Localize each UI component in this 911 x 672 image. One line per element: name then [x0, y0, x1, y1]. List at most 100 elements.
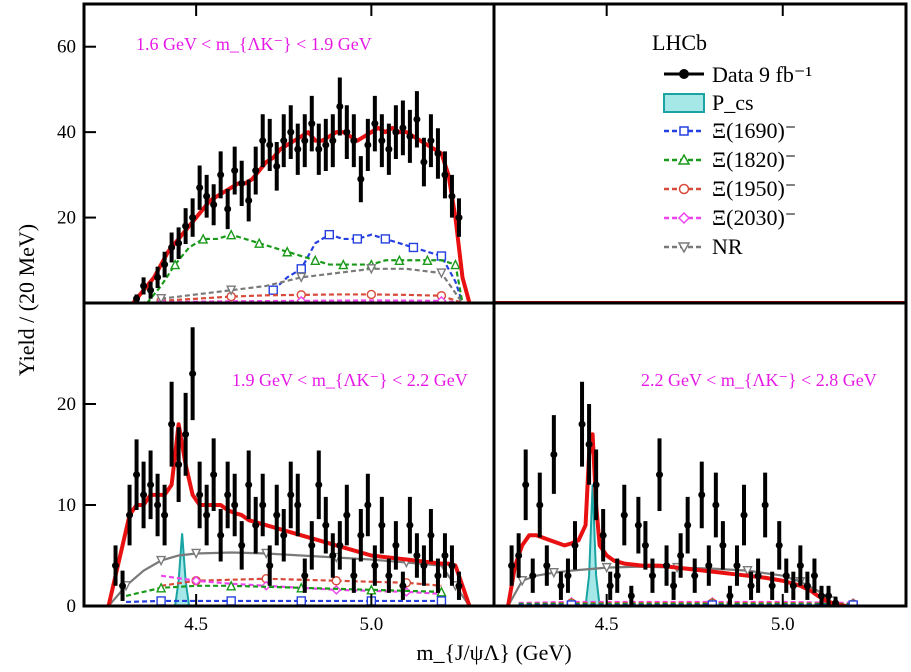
- data-point: [189, 214, 197, 222]
- 2030-marker: [191, 575, 202, 586]
- 1820-marker: [450, 258, 461, 270]
- data-point: [182, 430, 190, 438]
- data-point: [175, 461, 183, 469]
- data-point: [154, 273, 162, 281]
- data-point: [378, 521, 386, 529]
- 1690-marker: [436, 251, 447, 261]
- y-tick-label-bottom-left-2: 20: [57, 394, 76, 415]
- legend-label-xi1820: Ξ(1820)⁻: [712, 147, 796, 172]
- range-label-bottom-left: 1.9 GeV < m_{ΛK⁻} < 2.2 GeV: [232, 370, 468, 390]
- 1690-marker: [436, 596, 447, 606]
- range-label-top-left: 1.6 GeV < m_{ΛK⁻} < 1.9 GeV: [136, 34, 372, 54]
- legend: LHCb Data 9 fb⁻¹ P_cs Ξ(1690)⁻ Ξ(1820)⁻ …: [652, 30, 812, 259]
- 1690-marker: [156, 596, 166, 606]
- data-point: [336, 103, 344, 111]
- y-tick-label-top-left-0: 20: [57, 208, 76, 229]
- 1690-marker: [380, 234, 391, 244]
- 1950-marker: [366, 289, 377, 300]
- data-point: [119, 582, 127, 590]
- data-point: [252, 521, 260, 529]
- data-point: [259, 501, 267, 509]
- data-point: [147, 286, 155, 294]
- 1820-marker: [282, 246, 293, 257]
- data-point: [140, 491, 148, 499]
- data-point: [336, 541, 344, 549]
- y-tick-label-top-left-2: 60: [57, 37, 76, 58]
- data-point: [663, 562, 671, 570]
- nr-marker: [601, 562, 612, 574]
- data-point: [161, 261, 169, 269]
- data-point: [578, 420, 586, 428]
- data-point: [385, 145, 393, 153]
- data-point: [217, 531, 225, 539]
- x-tick-label-3-1: 5.0: [771, 614, 795, 635]
- data-point: [508, 562, 516, 570]
- data-point: [641, 541, 649, 549]
- data-point: [796, 562, 804, 570]
- 1950-curve-top-left: [161, 293, 463, 303]
- data-point: [434, 150, 442, 157]
- panels-layer: [106, 77, 906, 606]
- panel-frames: [82, 2, 908, 608]
- 1820-marker: [310, 254, 321, 265]
- pcs-component-bottom-right: [584, 484, 601, 606]
- legend-data-marker: [679, 69, 689, 79]
- data-point: [599, 531, 607, 539]
- data-point: [592, 481, 600, 489]
- 1820-marker: [169, 258, 181, 270]
- data-point: [329, 137, 337, 145]
- data-point: [231, 501, 239, 509]
- nr-marker: [155, 294, 167, 303]
- data-point: [705, 562, 713, 570]
- data-point: [266, 141, 274, 149]
- data-point: [648, 572, 656, 580]
- data-point: [112, 562, 120, 570]
- 1820-marker: [155, 582, 167, 593]
- data-point: [315, 481, 323, 489]
- legend-entry-xi1820: Ξ(1820)⁻: [664, 147, 796, 172]
- data-point: [168, 420, 176, 428]
- legend-label-nr: NR: [712, 234, 743, 259]
- data-point: [620, 511, 628, 519]
- data-point: [287, 128, 295, 136]
- data-point: [392, 541, 400, 549]
- data-point: [168, 243, 176, 251]
- data-point: [634, 521, 642, 529]
- nr-marker: [296, 272, 307, 283]
- data-point: [832, 599, 840, 606]
- 1820-marker: [422, 254, 433, 265]
- nr-marker: [191, 548, 202, 560]
- data-point: [182, 222, 190, 230]
- data-point: [399, 582, 407, 590]
- nr-marker: [226, 285, 237, 296]
- data-point: [322, 521, 330, 529]
- data-point: [301, 137, 309, 145]
- data-point: [564, 572, 572, 580]
- legend-label-xi2030: Ξ(2030)⁻: [712, 205, 796, 230]
- data-point: [420, 562, 428, 570]
- 1820-marker: [254, 237, 265, 248]
- data-point: [315, 145, 323, 153]
- 1690-marker: [226, 596, 236, 606]
- data-point: [196, 184, 204, 192]
- data-point: [427, 531, 435, 539]
- pcs-component-bottom-left: [174, 533, 191, 606]
- data-point: [536, 501, 544, 509]
- data-point: [175, 239, 183, 247]
- data-point: [343, 511, 351, 519]
- data-point: [238, 179, 246, 187]
- legend-label-pcs: P_cs: [712, 90, 754, 115]
- data-point: [308, 120, 316, 128]
- data-point: [420, 158, 428, 166]
- data-point: [529, 572, 537, 580]
- total-fit-curve-top-left: [131, 125, 472, 303]
- data-point: [789, 582, 797, 590]
- data-point: [726, 592, 734, 600]
- data-point: [147, 481, 155, 489]
- data-point: [712, 501, 720, 509]
- data-point: [434, 572, 442, 580]
- x-axis-label: m_{J/ψΛ} (GeV): [416, 640, 571, 665]
- y-axis-label: Yield / (20 MeV): [14, 224, 39, 376]
- data-point: [585, 440, 593, 448]
- 1690-marker: [324, 229, 334, 240]
